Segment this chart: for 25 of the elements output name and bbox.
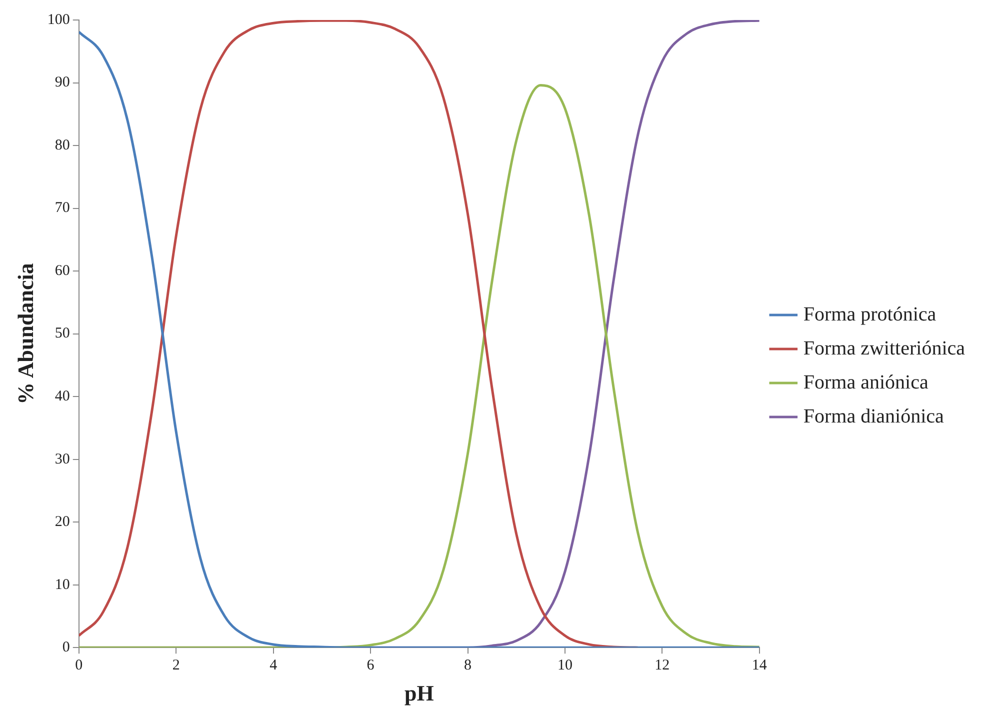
y-tick-label: 20 <box>54 514 70 530</box>
legend-label: Forma zwitteriónica <box>803 337 966 360</box>
legend-label: Forma protónica <box>803 303 936 326</box>
x-tick-label: 12 <box>654 658 670 674</box>
x-tick-label: 14 <box>752 658 768 674</box>
y-tick-label: 10 <box>54 576 70 593</box>
x-axis-title: pH <box>404 680 434 706</box>
x-tick-label: 2 <box>172 658 180 674</box>
y-tick-label: 60 <box>54 262 70 279</box>
x-tick-label: 10 <box>557 658 572 674</box>
y-axis-title: % Abundancia <box>12 263 38 404</box>
x-tick-label: 6 <box>366 658 375 674</box>
legend-label: Forma aniónica <box>803 371 928 394</box>
y-tick-label: 90 <box>54 74 70 91</box>
y-tick-label: 30 <box>54 451 70 468</box>
y-tick-label: 50 <box>54 326 70 342</box>
y-tick-label: 70 <box>54 200 70 216</box>
y-tick-label: 80 <box>54 137 70 154</box>
x-tick-label: 8 <box>464 658 472 674</box>
legend-label: Forma dianiónica <box>803 405 944 428</box>
x-tick-label: 0 <box>75 658 83 674</box>
y-tick-label: 100 <box>47 12 70 28</box>
y-tick-label: 40 <box>54 388 70 404</box>
x-tick-label: 4 <box>270 658 278 674</box>
y-tick-label: 0 <box>62 640 70 656</box>
